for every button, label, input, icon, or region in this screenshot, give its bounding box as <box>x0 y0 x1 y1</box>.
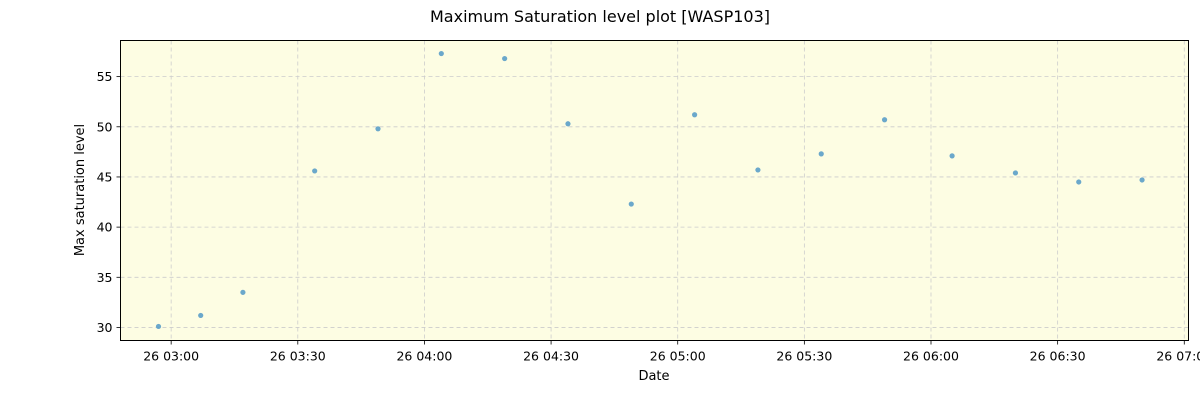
x-tick-label: 26 05:30 <box>776 349 832 364</box>
data-point <box>240 289 246 295</box>
data-point <box>818 151 824 157</box>
grid <box>120 40 1189 341</box>
y-tick-label: 50 <box>97 119 113 134</box>
data-point <box>198 312 204 319</box>
x-tick-label: 26 03:00 <box>143 349 199 364</box>
data-point <box>755 167 761 173</box>
data-point <box>155 323 162 330</box>
x-axis-label: Date <box>638 369 669 384</box>
y-tick-label: 45 <box>97 169 113 184</box>
chart-title: Maximum Saturation level plot [WASP103] <box>430 7 770 26</box>
x-tick-label: 26 04:30 <box>523 349 579 364</box>
data-point <box>438 50 444 57</box>
data-point <box>881 117 888 123</box>
plot-frame <box>120 40 1189 341</box>
x-tick-label: 26 05:00 <box>650 349 706 364</box>
x-tick-label: 26 06:00 <box>903 349 959 364</box>
y-tick-label: 55 <box>97 69 113 84</box>
data-point <box>1076 179 1082 185</box>
data-point <box>565 121 571 127</box>
data-point <box>949 153 955 159</box>
data-point <box>502 55 508 62</box>
y-tick-label: 30 <box>97 320 113 335</box>
data-point <box>312 168 318 174</box>
y-tick-label: 40 <box>97 220 113 235</box>
x-tick-label: 26 03:30 <box>270 349 326 364</box>
x-tick-label: 26 07:00 <box>1156 349 1200 364</box>
y-axis-label: Max saturation level <box>73 124 88 256</box>
x-tick-label: 26 04:00 <box>396 349 452 364</box>
data-points <box>155 50 1145 330</box>
plot-area <box>120 40 1189 341</box>
data-point <box>1139 177 1145 183</box>
x-tick-label: 26 06:30 <box>1030 349 1086 364</box>
data-point <box>628 201 634 207</box>
data-point <box>1012 170 1019 176</box>
ticks: 26 03:00 26 03:30 26 04:00 26 04:30 26 05:00… <box>97 69 1200 363</box>
data-point <box>375 126 381 132</box>
y-tick-label: 35 <box>97 270 113 285</box>
data-point <box>692 112 698 118</box>
